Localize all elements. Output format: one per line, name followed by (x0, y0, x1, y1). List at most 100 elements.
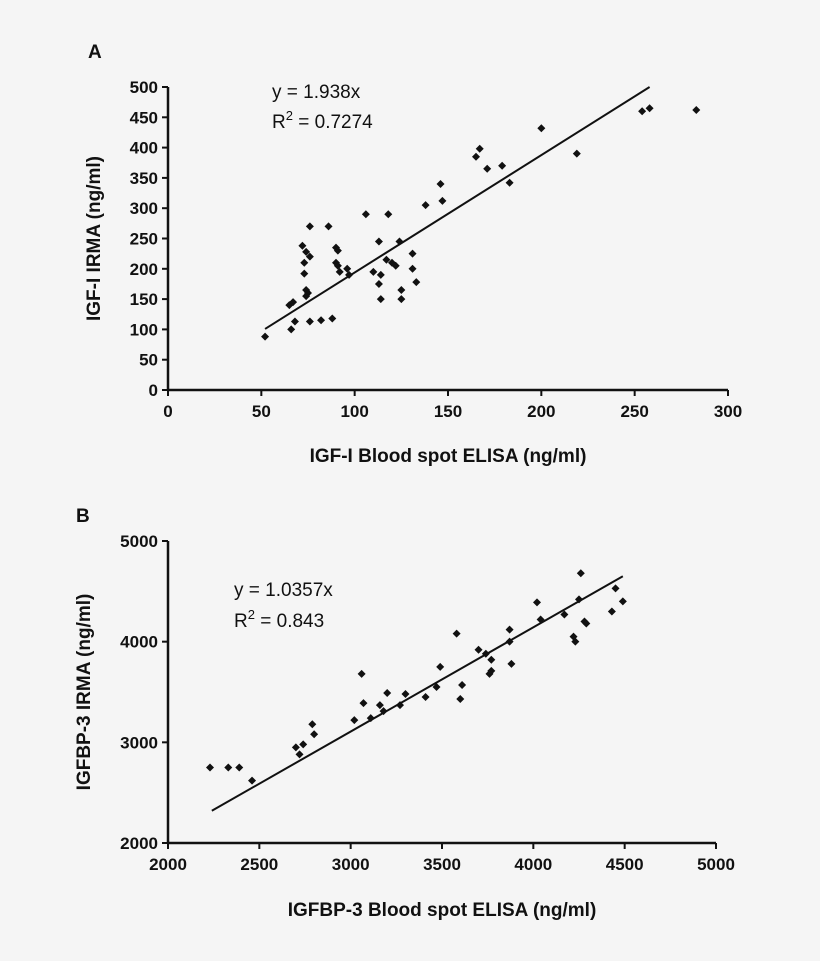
x-axis-label: IGF-I Blood spot ELISA (ng/ml) (310, 446, 587, 467)
chart-panel-b: 2000 2500 3000 3500 4000 4500 5000 2000 3000 4000… (74, 506, 735, 921)
r-squared-superscript: 2 (248, 607, 255, 622)
data-point (305, 317, 314, 326)
data-point (374, 279, 383, 288)
r-squared-value: = 0.843 (255, 611, 324, 632)
y-tick-label: 250 (130, 230, 158, 249)
y-tick-label: 100 (130, 320, 158, 339)
data-point (436, 662, 445, 671)
y-axis-label: IGFBP-3 IRMA (ng/ml) (74, 594, 95, 791)
r-squared-label: R2 = 0.843 (234, 607, 324, 632)
data-point (576, 569, 585, 578)
y-tick-label: 350 (130, 169, 158, 188)
data-point (289, 298, 298, 307)
data-point (248, 776, 257, 785)
data-point (421, 693, 430, 702)
y-tick-label: 0 (149, 381, 158, 400)
data-point (302, 247, 311, 256)
y-tick-label: 3000 (120, 733, 158, 752)
data-point (645, 104, 654, 113)
data-point (395, 237, 404, 246)
x-tick-label: 5000 (697, 855, 735, 874)
data-point (474, 645, 483, 654)
data-point (536, 615, 545, 624)
data-point (224, 763, 233, 772)
data-point (397, 286, 406, 295)
data-point (261, 332, 270, 341)
data-point (438, 196, 447, 205)
data-point (408, 249, 417, 258)
data-point (374, 237, 383, 246)
data-point (505, 625, 514, 634)
data-point (290, 317, 299, 326)
x-tick-label: 3500 (423, 855, 461, 874)
x-tick-label: 2000 (149, 855, 187, 874)
data-point (505, 178, 514, 187)
y-tick-label: 4000 (120, 633, 158, 652)
regression-equation: y = 1.938x (272, 82, 361, 103)
data-point (498, 161, 507, 170)
data-point (572, 149, 581, 158)
x-tick-label: 4000 (514, 855, 552, 874)
data-point (300, 269, 309, 278)
data-point (302, 292, 311, 301)
data-point (638, 107, 647, 116)
data-point (383, 689, 392, 698)
data-point (361, 210, 370, 219)
data-point (483, 164, 492, 173)
data-point (618, 597, 627, 606)
y-tick-label: 2000 (120, 834, 158, 853)
panel-label: B (76, 506, 90, 527)
data-point (507, 659, 516, 668)
data-point (391, 261, 400, 270)
x-tick-label: 300 (714, 402, 742, 421)
x-tick-label: 150 (434, 402, 462, 421)
x-tick-label: 50 (252, 402, 271, 421)
y-tick-label: 500 (130, 78, 158, 97)
panel-label: A (88, 42, 102, 63)
data-point (487, 655, 496, 664)
r-squared-label: R2 = 0.7274 (272, 108, 373, 133)
data-point (305, 252, 314, 261)
data-point (343, 264, 352, 273)
data-point (408, 264, 417, 273)
data-point (401, 690, 410, 699)
data-point (432, 682, 441, 691)
y-tick-label: 450 (130, 108, 158, 127)
data-point (287, 325, 296, 334)
y-tick-label: 50 (139, 351, 158, 370)
data-point (384, 210, 393, 219)
r-squared-value: = 0.7274 (293, 112, 373, 133)
y-tick-label: 400 (130, 139, 158, 158)
data-point (376, 295, 385, 304)
data-point (452, 629, 461, 638)
x-tick-label: 4500 (606, 855, 644, 874)
y-tick-label: 300 (130, 199, 158, 218)
data-point (305, 222, 314, 231)
y-tick-label: 5000 (120, 532, 158, 551)
data-point (359, 699, 368, 708)
data-point (421, 201, 430, 210)
data-point (537, 124, 546, 133)
data-point (692, 106, 701, 115)
data-point (317, 316, 326, 325)
r-squared-prefix: R (234, 611, 248, 632)
data-point (382, 255, 391, 264)
y-tick-label: 200 (130, 260, 158, 279)
data-point (611, 584, 620, 593)
data-point (532, 598, 541, 607)
data-point (456, 695, 465, 704)
r-squared-prefix: R (272, 112, 286, 133)
data-point (458, 680, 467, 689)
data-point (308, 720, 317, 729)
data-point (575, 595, 583, 604)
data-point (395, 701, 404, 710)
chart-panel-a: 0 50 100 150 200 250 300 0 50 100 150 200 250 300 350 4… (84, 42, 742, 467)
data-point (436, 179, 445, 188)
data-point (376, 270, 385, 279)
data-point (366, 714, 375, 723)
r-squared-superscript: 2 (286, 108, 293, 123)
data-point (300, 258, 309, 267)
data-point (235, 763, 244, 772)
data-point (310, 730, 319, 739)
